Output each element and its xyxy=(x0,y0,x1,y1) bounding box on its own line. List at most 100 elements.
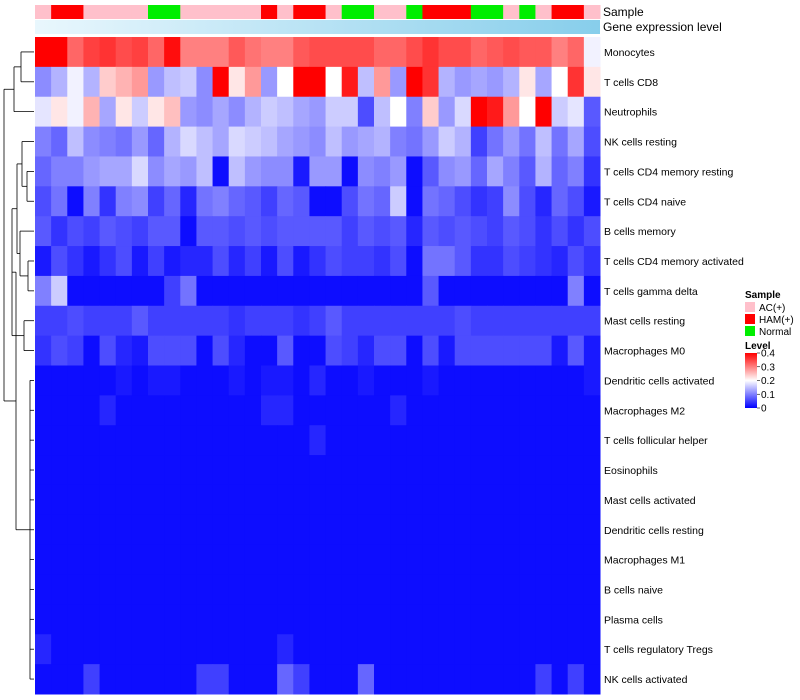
heatmap-cell xyxy=(583,604,601,635)
heatmap-cell xyxy=(99,365,117,396)
heatmap-cell xyxy=(180,246,197,277)
heatmap-cell xyxy=(293,186,310,217)
heatmap-cell xyxy=(535,544,553,576)
heatmap-cell xyxy=(374,634,391,665)
heatmap-cell xyxy=(341,246,359,277)
heatmap-cell xyxy=(51,484,68,516)
row-label: Plasma cells xyxy=(604,614,663,626)
heatmap-cell xyxy=(244,246,262,277)
heatmap-cell xyxy=(148,156,165,187)
heatmap-cell xyxy=(51,156,68,187)
heatmap-cell xyxy=(148,246,165,277)
heatmap-cell xyxy=(148,664,165,695)
heatmap-cell xyxy=(567,246,585,277)
heatmap-cell xyxy=(180,37,197,68)
heatmap-cell xyxy=(35,514,52,546)
heatmap-cell xyxy=(115,275,133,307)
heatmap-cell xyxy=(551,246,569,277)
heatmap-cell xyxy=(519,156,536,187)
heatmap-cell xyxy=(83,604,101,635)
heatmap-cell xyxy=(422,37,440,68)
heatmap-cell xyxy=(357,126,375,157)
heatmap-cell xyxy=(35,574,52,605)
sample-annotation-cell xyxy=(325,5,343,19)
heatmap-cell xyxy=(519,455,536,486)
heatmap-cell xyxy=(293,156,310,187)
heatmap-cell xyxy=(164,634,181,665)
heatmap-cell xyxy=(35,634,52,665)
heatmap-cell xyxy=(115,126,133,157)
sample-annotation-cell xyxy=(357,5,375,19)
heatmap-cell xyxy=(131,126,149,157)
heatmap-cell xyxy=(261,66,278,98)
heatmap-cell xyxy=(180,544,197,576)
heatmap-cell xyxy=(99,514,117,546)
heatmap-cell xyxy=(487,96,504,128)
heatmap-cell xyxy=(309,156,327,187)
row-label: T cells gamma delta xyxy=(604,286,698,298)
heatmap-cell xyxy=(309,455,327,486)
heatmap-cell xyxy=(35,216,52,247)
heatmap-cell xyxy=(567,664,585,695)
heatmap-cell xyxy=(487,37,504,68)
heatmap-cell xyxy=(325,484,343,516)
heatmap-cell xyxy=(99,544,117,576)
heatmap-cell xyxy=(83,216,101,247)
heatmap-cell xyxy=(503,275,520,307)
heatmap-cell xyxy=(454,365,472,396)
heatmap-cell xyxy=(51,96,68,128)
heatmap-cell xyxy=(164,275,181,307)
heatmap-cell xyxy=(244,96,262,128)
legend-item-label: Normal xyxy=(759,327,791,338)
heatmap-cell xyxy=(83,335,101,366)
heatmap-cell xyxy=(228,126,246,157)
sample-annotation-cell xyxy=(277,5,294,19)
heatmap-cell xyxy=(212,604,230,635)
heatmap-cell xyxy=(67,186,84,217)
heatmap-cell xyxy=(519,664,536,695)
heatmap-cell xyxy=(422,275,440,307)
heatmap-cell xyxy=(67,305,84,337)
heatmap-cell xyxy=(277,216,294,247)
heatmap-cell xyxy=(390,634,407,665)
heatmap-cell xyxy=(244,37,262,68)
heatmap-cell xyxy=(277,335,294,366)
heatmap-cell xyxy=(374,216,391,247)
heatmap-cell xyxy=(438,66,456,98)
heatmap-cell xyxy=(164,365,181,396)
heatmap-cell xyxy=(83,514,101,546)
heatmap-cell xyxy=(519,275,536,307)
heatmap-cell xyxy=(422,455,440,486)
heatmap-cell xyxy=(438,425,456,456)
heatmap-cell xyxy=(244,365,262,396)
legend-tick-label: 0 xyxy=(761,404,767,415)
heatmap-cell xyxy=(148,96,165,128)
heatmap-cell xyxy=(535,455,553,486)
heatmap-cell xyxy=(374,604,391,635)
row-label: Mast cells resting xyxy=(604,316,685,328)
heatmap-cell xyxy=(148,514,165,546)
heatmap-cell xyxy=(454,37,472,68)
heatmap-cell xyxy=(374,544,391,576)
heatmap-cell xyxy=(309,275,327,307)
heatmap-cell xyxy=(83,186,101,217)
heatmap-cell xyxy=(180,156,197,187)
heatmap-cell xyxy=(390,126,407,157)
heatmap-cell xyxy=(164,544,181,576)
heatmap-cell xyxy=(277,275,294,307)
heatmap-cell xyxy=(148,604,165,635)
heatmap-cell xyxy=(148,216,165,247)
heatmap-cell xyxy=(293,66,310,98)
heatmap-cell xyxy=(503,156,520,187)
heatmap-cell xyxy=(406,455,423,486)
row-label: NK cells resting xyxy=(604,137,677,149)
heatmap-cell xyxy=(293,305,310,337)
heatmap-cell xyxy=(35,365,52,396)
heatmap-cell xyxy=(131,37,149,68)
heatmap-cell xyxy=(583,455,601,486)
heatmap-cell xyxy=(438,126,456,157)
row-label: Eosinophils xyxy=(604,465,658,477)
heatmap-cell xyxy=(567,126,585,157)
heatmap-cell xyxy=(567,305,585,337)
heatmap-cell xyxy=(51,574,68,605)
